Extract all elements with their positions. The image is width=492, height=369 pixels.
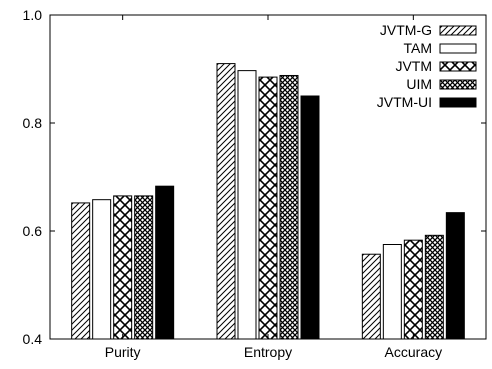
bar-jvtm-ui-purity [155, 185, 175, 340]
legend-label-jvtm: JVTM [395, 58, 432, 74]
x-tick-label: Purity [105, 344, 141, 360]
y-tick-label: 0.8 [23, 115, 43, 131]
bar-jvtm-ui-accuracy [445, 212, 465, 340]
bar-uim-purity [134, 195, 154, 340]
bar-uim-entropy [279, 74, 299, 340]
bar-tam-accuracy [382, 244, 402, 340]
bar-jvtm-g-accuracy [361, 253, 381, 340]
bar-tam-entropy [237, 70, 257, 340]
bar-jvtm-g-entropy [216, 63, 236, 340]
x-tick-label: Accuracy [385, 344, 443, 360]
bar-jvtm-entropy [258, 76, 278, 340]
x-tick-label: Entropy [244, 344, 292, 360]
bar-jvtm-ui-entropy [300, 95, 320, 340]
plot-frame [49, 14, 487, 340]
legend-label-tam: TAM [403, 40, 432, 56]
bar-jvtm-accuracy [403, 239, 423, 340]
bar-jvtm-purity [113, 195, 133, 340]
legend-swatch-uim [439, 79, 477, 90]
legend-label-jvtm-ui: JVTM-UI [377, 94, 432, 110]
y-tick-label: 0.4 [23, 331, 43, 347]
legend-swatch-tam [439, 43, 477, 54]
legend-label-jvtm-g: JVTM-G [380, 22, 432, 38]
bar-jvtm-g-purity [71, 202, 91, 340]
y-tick-label: 1.0 [23, 7, 43, 23]
legend-swatch-jvtm-g [439, 25, 477, 36]
legend-swatch-jvtm [439, 61, 477, 72]
legend-swatch-jvtm-ui [439, 97, 477, 108]
y-tick-label: 0.6 [23, 223, 43, 239]
bar-tam-purity [92, 199, 112, 340]
legend-label-uim: UIM [406, 76, 432, 92]
bar-uim-accuracy [424, 234, 444, 340]
